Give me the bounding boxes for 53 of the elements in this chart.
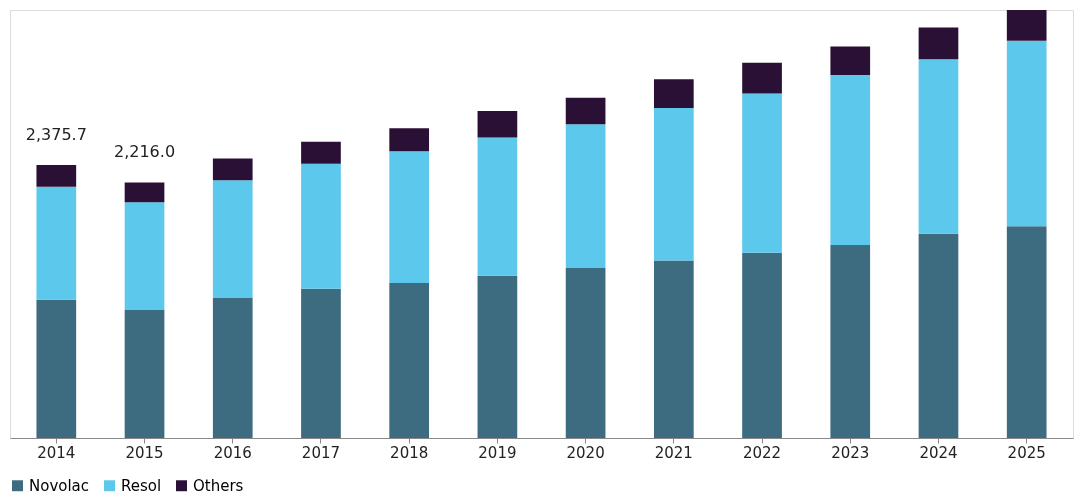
bar — [565, 97, 606, 125]
bar — [36, 299, 77, 438]
bar — [36, 164, 77, 187]
bar — [389, 283, 430, 438]
bar — [301, 141, 341, 164]
bar — [477, 137, 518, 276]
bar — [212, 158, 253, 181]
bar — [653, 79, 694, 109]
bar — [1006, 40, 1047, 227]
bar — [565, 124, 606, 269]
bar — [918, 233, 959, 438]
x-tick-label: 2023 — [831, 443, 870, 462]
x-tick-label: 2014 — [37, 443, 76, 462]
legend-label: Novolac — [29, 476, 90, 495]
x-tick-label: 2025 — [1007, 443, 1046, 462]
x-tick-label: 2018 — [390, 443, 429, 462]
bar — [477, 111, 518, 138]
bar — [124, 182, 165, 203]
bar — [36, 186, 77, 300]
x-tick-label: 2017 — [301, 443, 341, 462]
bar — [477, 275, 518, 438]
x-tick-label: 2022 — [742, 443, 782, 462]
x-tick-label: 2019 — [478, 443, 517, 462]
bar — [830, 75, 871, 245]
x-tick-label: 2020 — [566, 443, 605, 462]
bar — [212, 297, 253, 438]
legend-label: Resol — [121, 476, 162, 495]
x-tick-label: 2015 — [125, 443, 164, 462]
bar — [212, 180, 253, 298]
bar — [389, 128, 430, 152]
bar — [742, 62, 782, 94]
x-tick-label: 2021 — [654, 443, 693, 462]
bar — [653, 108, 694, 261]
annotation: 2,216.0 — [113, 142, 176, 162]
bar — [389, 151, 430, 284]
bar — [565, 268, 606, 438]
bar — [1006, 10, 1047, 41]
bar — [124, 202, 165, 310]
bar — [918, 27, 959, 60]
bar — [653, 260, 694, 438]
bar — [830, 46, 871, 76]
annotation: 2,375.7 — [25, 124, 87, 144]
bar — [742, 252, 782, 438]
x-tick-label: 2016 — [213, 443, 252, 462]
bar — [124, 309, 165, 438]
bar — [1006, 226, 1047, 438]
bar — [918, 59, 959, 234]
bar — [742, 93, 782, 253]
x-tick-label: 2024 — [919, 443, 958, 462]
bar — [301, 288, 341, 438]
bar — [830, 244, 871, 438]
legend-label: Others — [193, 476, 244, 495]
bar — [301, 163, 341, 289]
